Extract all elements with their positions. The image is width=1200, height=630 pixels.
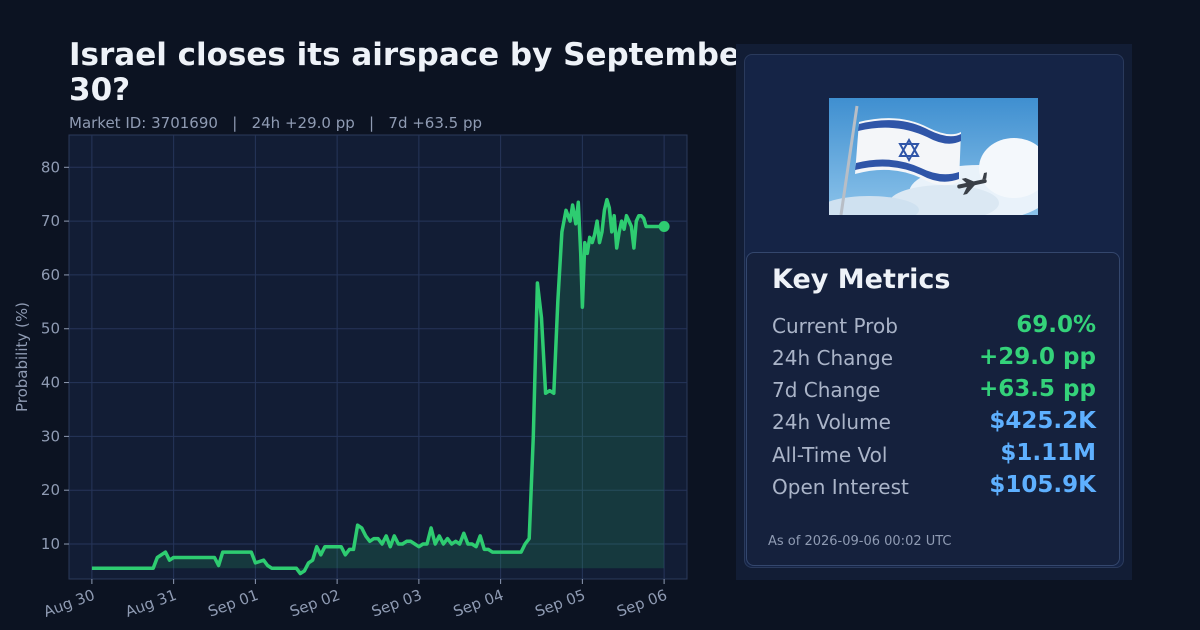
series-line (91, 197, 670, 576)
metric-label-24h-change: 24h Change (772, 346, 894, 370)
metric-label-7d-change: 7d Change (772, 378, 881, 402)
y-tick-label: 60 (41, 266, 60, 284)
x-tick-label: Sep 02 (287, 586, 342, 621)
y-tick-label: 10 (41, 535, 60, 553)
x-tick-label: Aug 31 (123, 586, 179, 621)
metric-value-all-time-vol: $1.11M (1000, 440, 1096, 466)
probability-chart: 10 20 30 40 50 60 70 80 Aug 30 Aug 31 Sep 01 Sep 0… (13, 134, 688, 621)
market-subtitle: Market ID: 3701690 | 24h +29.0 pp | 7d +… (69, 114, 483, 132)
y-tick-label: 20 (41, 481, 60, 499)
grid-lines (69, 135, 687, 579)
page-title: Israel closes its airspace by September … (69, 37, 756, 108)
x-tick-label: Sep 06 (614, 586, 669, 621)
metric-value-24h-change: +29.0 pp (979, 344, 1096, 370)
metric-label-24h-volume: 24h Volume (772, 410, 891, 434)
area-fill (91, 199, 665, 574)
metric-label-open-interest: Open Interest (772, 475, 909, 499)
y-tick-label: 40 (41, 374, 60, 392)
y-tick-label: 30 (41, 427, 60, 445)
metric-value-7d-change: +63.5 pp (979, 376, 1096, 402)
y-axis-ticks: 10 20 30 40 50 60 70 80 (41, 158, 69, 553)
y-tick-label: 50 (41, 320, 60, 338)
y-tick-label: 70 (41, 212, 60, 230)
y-axis-label: Probability (%) (13, 302, 31, 412)
x-tick-label: Sep 05 (533, 586, 588, 621)
market-image (829, 98, 1038, 215)
metric-label-all-time-vol: All-Time Vol (772, 443, 888, 467)
key-metrics-panel (746, 252, 1120, 566)
series-path (91, 197, 665, 576)
metric-value-open-interest: $105.9K (989, 472, 1096, 498)
x-tick-label: Sep 03 (369, 586, 424, 621)
metric-value-current-prob: 69.0% (1016, 312, 1096, 338)
metric-value-24h-volume: $425.2K (989, 408, 1096, 434)
y-tick-label: 80 (41, 158, 60, 176)
series-area (91, 199, 665, 574)
key-metrics-title: Key Metrics (772, 264, 951, 295)
x-tick-label: Aug 30 (41, 586, 97, 621)
x-tick-label: Sep 01 (206, 586, 261, 621)
x-axis-ticks: Aug 30 Aug 31 Sep 01 Sep 02 Sep 03 Sep 04 Sep … (41, 579, 669, 621)
israel-flag-airplane-image (829, 98, 1038, 215)
end-point-marker (658, 220, 670, 232)
as-of-timestamp: As of 2026-09-06 00:02 UTC (768, 534, 952, 549)
plot-area (68, 134, 688, 580)
x-tick-label: Sep 04 (451, 586, 506, 621)
metric-label-current-prob: Current Prob (772, 314, 898, 338)
